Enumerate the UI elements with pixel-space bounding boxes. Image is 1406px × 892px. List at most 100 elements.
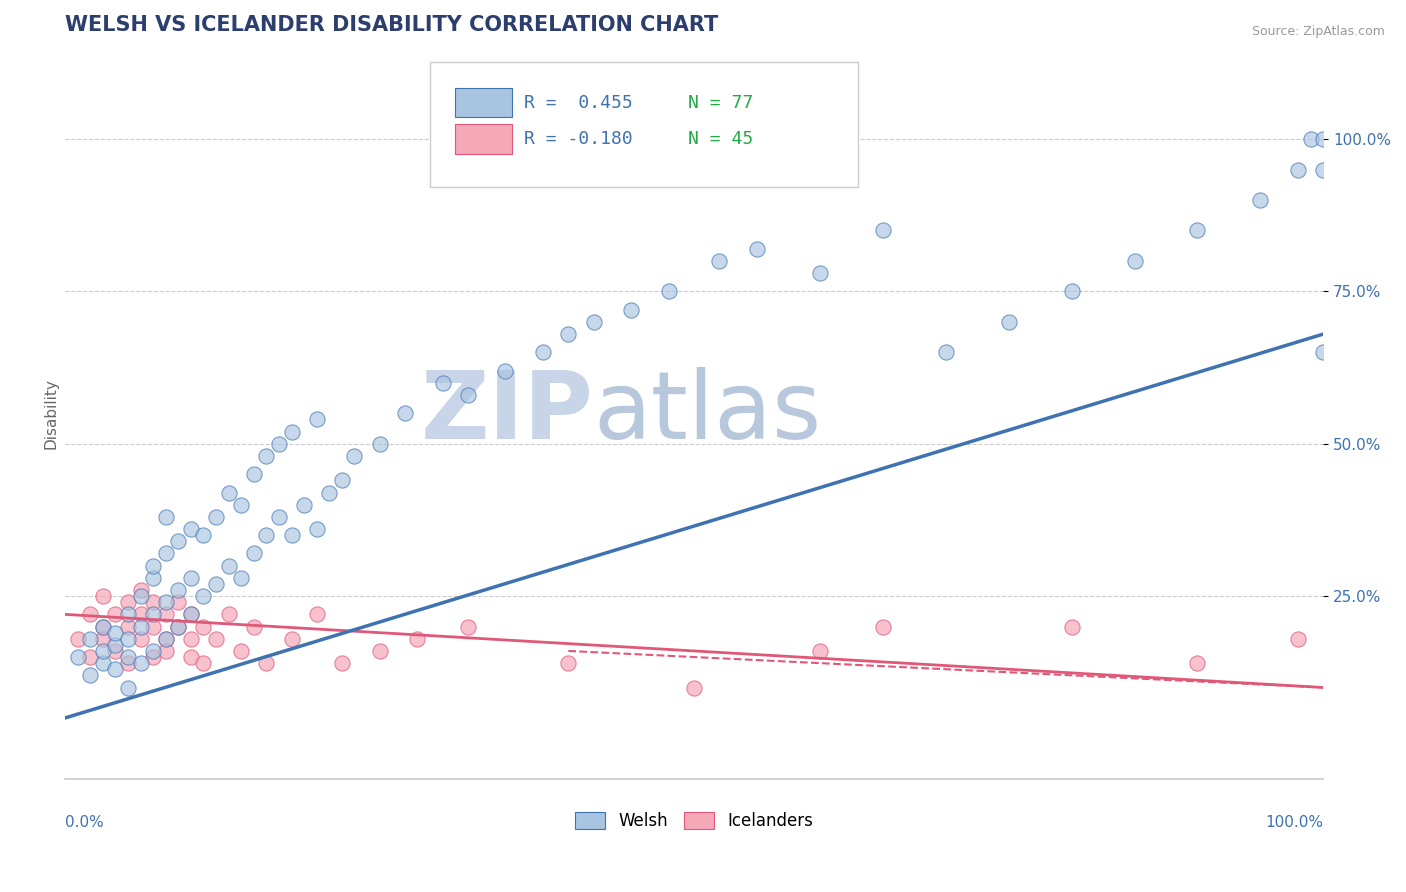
Point	[280, 632, 302, 646]
Point	[117, 607, 139, 622]
Point	[997, 315, 1019, 329]
Point	[155, 509, 177, 524]
Point	[368, 436, 391, 450]
Point	[155, 546, 177, 560]
Point	[1299, 132, 1322, 146]
Point	[167, 595, 190, 609]
Point	[243, 546, 266, 560]
Point	[79, 650, 101, 665]
Point	[709, 254, 731, 268]
Point	[117, 595, 139, 609]
Point	[218, 485, 240, 500]
Point	[129, 656, 152, 670]
Point	[142, 644, 165, 658]
Point	[280, 425, 302, 439]
FancyBboxPatch shape	[456, 88, 512, 117]
FancyBboxPatch shape	[456, 125, 512, 153]
Text: R = -0.180: R = -0.180	[524, 130, 633, 148]
Point	[91, 619, 114, 633]
Point	[318, 485, 340, 500]
Point	[267, 509, 290, 524]
Point	[155, 607, 177, 622]
Text: N = 77: N = 77	[688, 94, 754, 112]
Text: ZIP: ZIP	[420, 368, 593, 459]
Text: WELSH VS ICELANDER DISABILITY CORRELATION CHART: WELSH VS ICELANDER DISABILITY CORRELATIO…	[65, 15, 718, 35]
Point	[142, 650, 165, 665]
Point	[1312, 345, 1334, 359]
Point	[935, 345, 957, 359]
Point	[218, 558, 240, 573]
Point	[91, 619, 114, 633]
Point	[1286, 632, 1309, 646]
Point	[117, 681, 139, 695]
Point	[808, 644, 831, 658]
Point	[142, 571, 165, 585]
Point	[1060, 285, 1083, 299]
Point	[142, 595, 165, 609]
Point	[180, 522, 202, 536]
Point	[218, 607, 240, 622]
Point	[167, 582, 190, 597]
Point	[79, 668, 101, 682]
Point	[129, 607, 152, 622]
Point	[79, 607, 101, 622]
Point	[91, 656, 114, 670]
Point	[129, 582, 152, 597]
Point	[104, 607, 127, 622]
FancyBboxPatch shape	[430, 62, 858, 186]
Point	[205, 632, 228, 646]
Point	[280, 528, 302, 542]
Point	[243, 619, 266, 633]
Text: 100.0%: 100.0%	[1265, 815, 1323, 830]
Point	[243, 467, 266, 482]
Point	[305, 522, 328, 536]
Point	[167, 534, 190, 549]
Point	[557, 656, 579, 670]
Point	[394, 406, 416, 420]
Point	[142, 607, 165, 622]
Point	[1249, 193, 1271, 207]
Point	[180, 571, 202, 585]
Point	[91, 589, 114, 603]
Point	[129, 589, 152, 603]
Point	[142, 558, 165, 573]
Point	[180, 607, 202, 622]
Point	[180, 650, 202, 665]
Point	[330, 473, 353, 487]
Point	[66, 650, 89, 665]
Point	[432, 376, 454, 390]
Point	[1187, 223, 1209, 237]
Point	[531, 345, 554, 359]
Point	[267, 436, 290, 450]
Point	[180, 632, 202, 646]
Point	[142, 619, 165, 633]
Point	[745, 242, 768, 256]
Point	[117, 650, 139, 665]
Point	[91, 644, 114, 658]
Point	[330, 656, 353, 670]
Point	[305, 412, 328, 426]
Point	[193, 656, 215, 670]
Point	[193, 619, 215, 633]
Point	[1123, 254, 1146, 268]
Point	[343, 449, 366, 463]
Point	[872, 223, 894, 237]
Point	[254, 528, 277, 542]
Point	[66, 632, 89, 646]
Point	[167, 619, 190, 633]
Point	[305, 607, 328, 622]
Point	[254, 449, 277, 463]
Text: R =  0.455: R = 0.455	[524, 94, 633, 112]
Point	[129, 619, 152, 633]
Point	[620, 302, 643, 317]
Point	[104, 625, 127, 640]
Point	[872, 619, 894, 633]
Point	[457, 388, 479, 402]
Point	[155, 632, 177, 646]
Point	[205, 509, 228, 524]
Text: 0.0%: 0.0%	[65, 815, 104, 830]
Point	[117, 632, 139, 646]
Point	[1312, 162, 1334, 177]
Point	[91, 632, 114, 646]
Point	[292, 498, 315, 512]
